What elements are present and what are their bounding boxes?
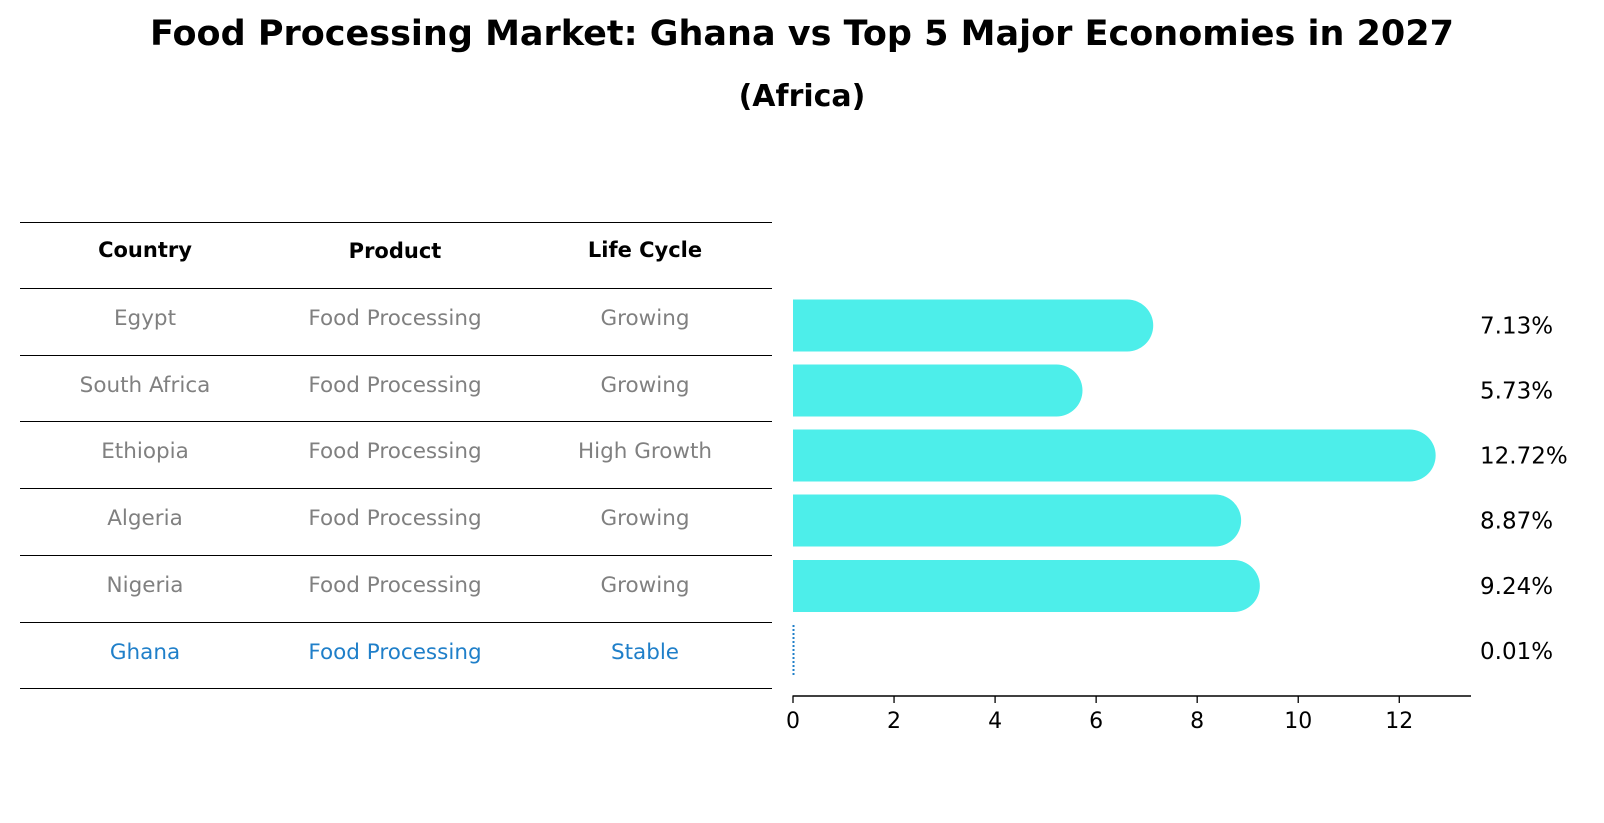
table-rule (20, 421, 772, 423)
table-cell-country: Ghana (109, 639, 181, 665)
value-label-algeria: 8.87% (1480, 509, 1553, 535)
value-label-ghana: 0.01% (1480, 639, 1553, 665)
header-country: Country (98, 238, 192, 262)
table-rule (20, 621, 772, 623)
table-cell-life-cycle: Growing (600, 372, 690, 398)
table-cell-product: Food Processing (308, 306, 482, 331)
table-cell-product: Food Processing (308, 639, 482, 665)
chart-title: Food Processing Market: Ghana vs Top 5 M… (150, 14, 1454, 54)
x-tick-label: 12 (1385, 709, 1413, 734)
table-cell-country: Algeria (107, 506, 183, 532)
table-cell-product: Food Processing (308, 439, 482, 465)
value-label-ethiopia: 12.72% (1480, 444, 1568, 470)
value-label-egypt: 7.13% (1480, 314, 1553, 340)
table-cell-product: Food Processing (308, 506, 482, 532)
value-label-nigeria: 9.24% (1480, 574, 1553, 600)
bar-ethiopia (793, 429, 1436, 482)
table-cell-life-cycle: Growing (600, 572, 690, 598)
table-rule (20, 222, 772, 223)
x-tick-label: 2 (887, 709, 901, 734)
bar-south-africa (793, 364, 1083, 417)
bar-algeria (793, 494, 1242, 547)
bar-nigeria (793, 560, 1260, 612)
chart-subtitle: (Africa) (738, 79, 866, 114)
x-tick-label: 0 (786, 709, 800, 734)
x-tick-label: 10 (1284, 709, 1312, 734)
table-rule (20, 688, 772, 690)
table-cell-product: Food Processing (308, 372, 482, 398)
table-rule (20, 354, 772, 356)
table-cell-life-cycle: Growing (600, 506, 690, 532)
header-life-cycle: Life Cycle (587, 238, 703, 262)
table-cell-country: South Africa (79, 372, 211, 398)
value-label-south-africa: 5.73% (1480, 379, 1553, 405)
x-tick-label: 8 (1190, 709, 1204, 734)
x-tick-label: 4 (988, 709, 1002, 734)
x-tick-label: 6 (1089, 709, 1103, 734)
table-rule (20, 288, 772, 289)
table-rule (20, 488, 772, 490)
table-cell-life-cycle: High Growth (577, 439, 713, 465)
table-cell-product: Food Processing (308, 572, 482, 598)
table-rule (20, 554, 772, 556)
bar-egypt (793, 299, 1154, 352)
header-product: Product (348, 239, 442, 263)
table-cell-life-cycle: Growing (600, 306, 690, 331)
table-cell-country: Ethiopia (101, 439, 189, 465)
table-cell-country: Nigeria (106, 572, 184, 598)
table-cell-country: Egypt (113, 306, 177, 331)
table-cell-life-cycle: Stable (610, 639, 680, 665)
